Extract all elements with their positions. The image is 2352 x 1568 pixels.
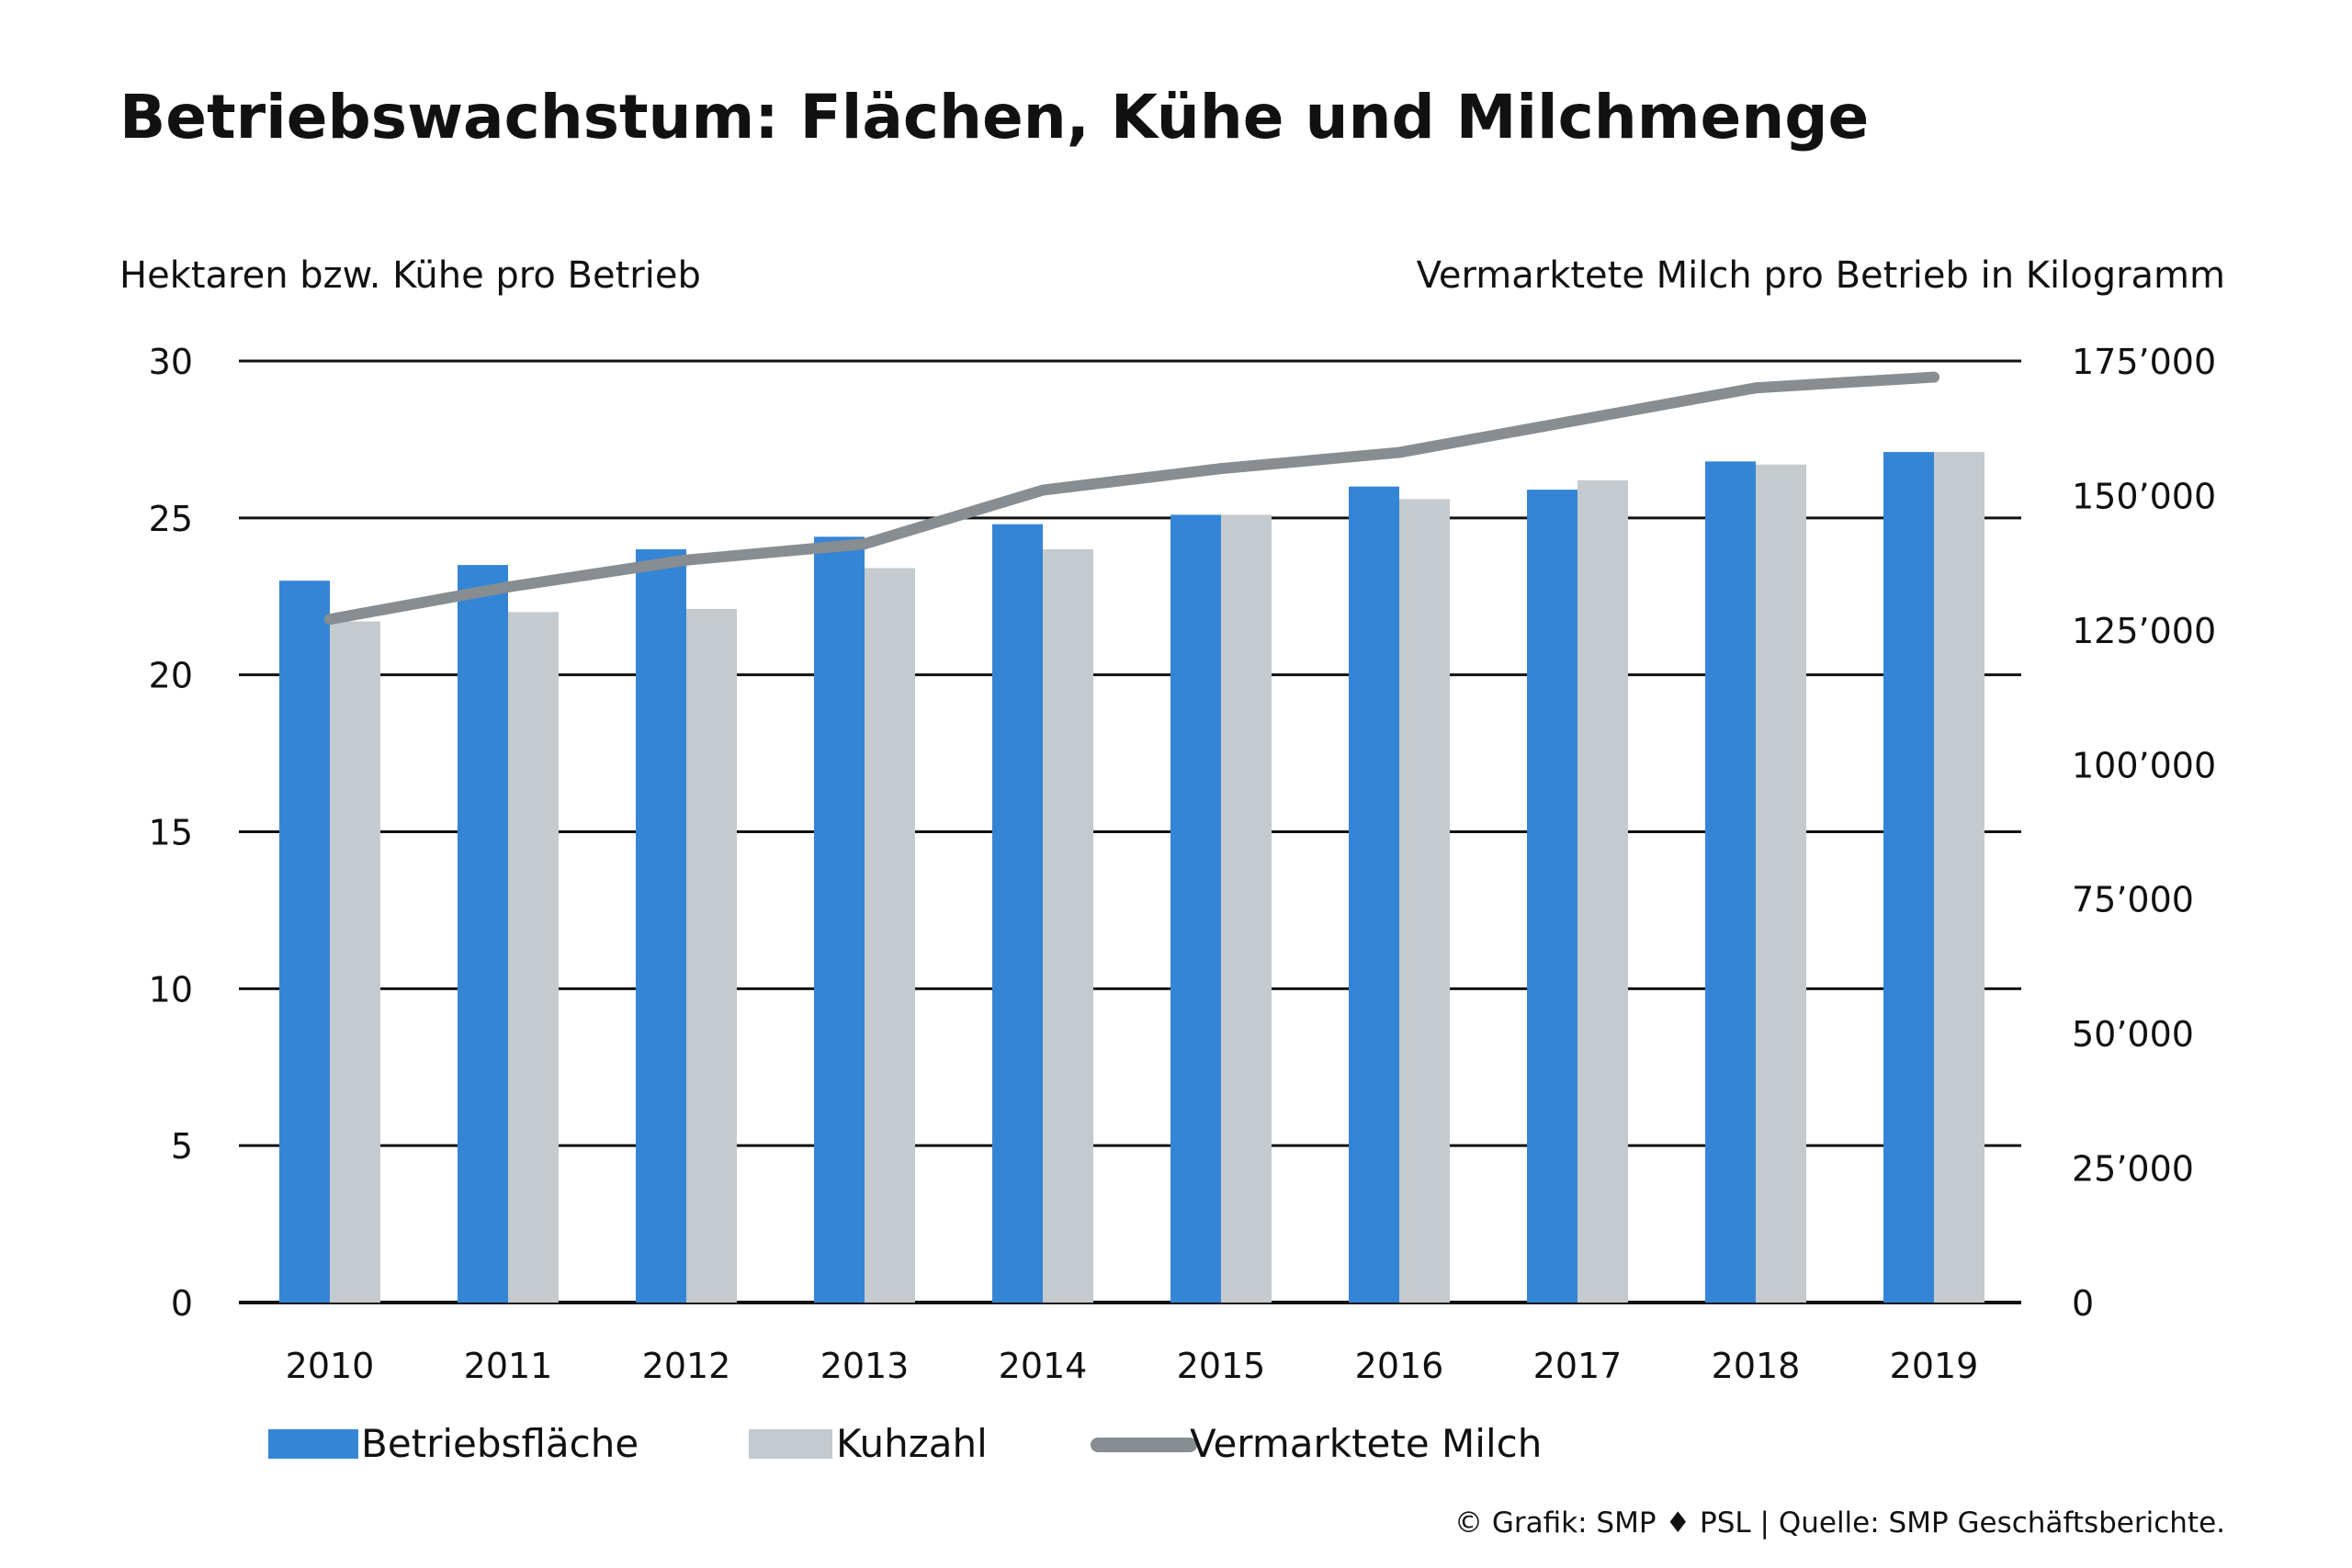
point-vermarktete-milch-2011 — [503, 581, 514, 592]
x-tick-label-2014: 2014 — [999, 1346, 1088, 1386]
y2-tick-label: 175’000 — [2072, 342, 2216, 382]
bar-kuhzahl-2015 — [1221, 514, 1272, 1303]
point-vermarktete-milch-2016 — [1394, 446, 1405, 458]
y-tick-label: 20 — [149, 656, 193, 696]
bar-betriebsflaeche-2019 — [1883, 452, 1934, 1303]
y2-tick-label: 25’000 — [2072, 1149, 2194, 1190]
axis-ticks: 0 5 10 15 20 25 30 0 25’000 50’000 75’000 100’000 12… — [149, 342, 2217, 1386]
chart-title: Betriebswachstum: Flächen, Kühe und Milc… — [119, 82, 1869, 152]
legend-label-betriebsflaeche: Betriebsfläche — [361, 1421, 639, 1466]
legend-swatch-kuhzahl — [749, 1429, 832, 1459]
y2-tick-label: 0 — [2072, 1283, 2094, 1324]
bar-betriebsflaeche-2016 — [1349, 486, 1399, 1303]
bar-betriebsflaeche-2018 — [1705, 461, 1756, 1303]
point-vermarktete-milch-2017 — [1572, 414, 1583, 426]
bar-kuhzahl-2016 — [1399, 499, 1450, 1303]
bar-kuhzahl-2012 — [686, 608, 737, 1303]
line-vermarktete-milch — [324, 371, 1939, 626]
x-tick-label-2016: 2016 — [1355, 1346, 1444, 1386]
legend-label-vermarktete-milch: Vermarktete Milch — [1190, 1421, 1542, 1466]
bar-kuhzahl-2018 — [1756, 464, 1806, 1303]
x-tick-label-2013: 2013 — [820, 1346, 910, 1386]
legend: Betriebsfläche Kuhzahl Vermarktete Milch — [268, 1421, 1542, 1466]
y-tick-label: 30 — [149, 342, 193, 382]
x-tick-label-2012: 2012 — [642, 1346, 731, 1386]
bar-kuhzahl-2013 — [865, 568, 915, 1303]
y-tick-label: 5 — [171, 1126, 193, 1167]
bar-betriebsflaeche-2017 — [1527, 490, 1577, 1303]
legend-label-kuhzahl: Kuhzahl — [836, 1421, 988, 1466]
bar-betriebsflaeche-2012 — [636, 549, 686, 1303]
milk-line — [324, 371, 1939, 626]
bars — [279, 452, 1984, 1303]
bar-betriebsflaeche-2015 — [1170, 514, 1221, 1303]
y-tick-label: 10 — [149, 969, 193, 1010]
y2-tick-label: 100’000 — [2072, 745, 2216, 785]
x-tick-label-2017: 2017 — [1533, 1346, 1623, 1386]
legend-swatch-betriebsflaeche — [268, 1429, 358, 1459]
point-vermarktete-milch-2012 — [681, 554, 692, 566]
right-axis-title: Vermarktete Milch pro Betrieb in Kilogra… — [1417, 254, 2225, 297]
point-vermarktete-milch-2018 — [1750, 382, 1761, 394]
y2-tick-label: 150’000 — [2072, 476, 2216, 516]
bar-kuhzahl-2011 — [508, 612, 559, 1303]
point-vermarktete-milch-2010 — [324, 614, 335, 626]
y-tick-label: 15 — [149, 813, 193, 853]
bar-kuhzahl-2017 — [1577, 479, 1628, 1303]
point-vermarktete-milch-2015 — [1216, 463, 1227, 475]
x-tick-label-2010: 2010 — [286, 1346, 375, 1386]
point-vermarktete-milch-2014 — [1037, 484, 1048, 496]
x-tick-label-2019: 2019 — [1890, 1346, 1979, 1386]
y-tick-label: 0 — [171, 1283, 193, 1324]
y-tick-label: 25 — [149, 499, 193, 539]
bar-betriebsflaeche-2011 — [458, 565, 508, 1303]
point-vermarktete-milch-2013 — [859, 538, 870, 550]
left-axis-title: Hektaren bzw. Kühe pro Betrieb — [119, 254, 701, 297]
y2-tick-label: 125’000 — [2072, 611, 2216, 651]
x-tick-label-2015: 2015 — [1177, 1346, 1266, 1386]
bar-kuhzahl-2014 — [1043, 549, 1093, 1303]
x-tick-label-2018: 2018 — [1712, 1346, 1801, 1386]
x-tick-label-2011: 2011 — [464, 1346, 553, 1386]
bar-kuhzahl-2010 — [330, 621, 380, 1303]
source-note: © Grafik: SMP ♦ PSL | Quelle: SMP Geschä… — [1454, 1506, 2225, 1540]
y2-tick-label: 75’000 — [2072, 880, 2194, 920]
bar-betriebsflaeche-2013 — [814, 536, 865, 1303]
bar-betriebsflaeche-2010 — [279, 581, 330, 1303]
point-vermarktete-milch-2019 — [1928, 371, 1939, 383]
bar-kuhzahl-2019 — [1934, 452, 1984, 1303]
bar-betriebsflaeche-2014 — [992, 524, 1043, 1303]
y2-tick-label: 50’000 — [2072, 1014, 2194, 1055]
